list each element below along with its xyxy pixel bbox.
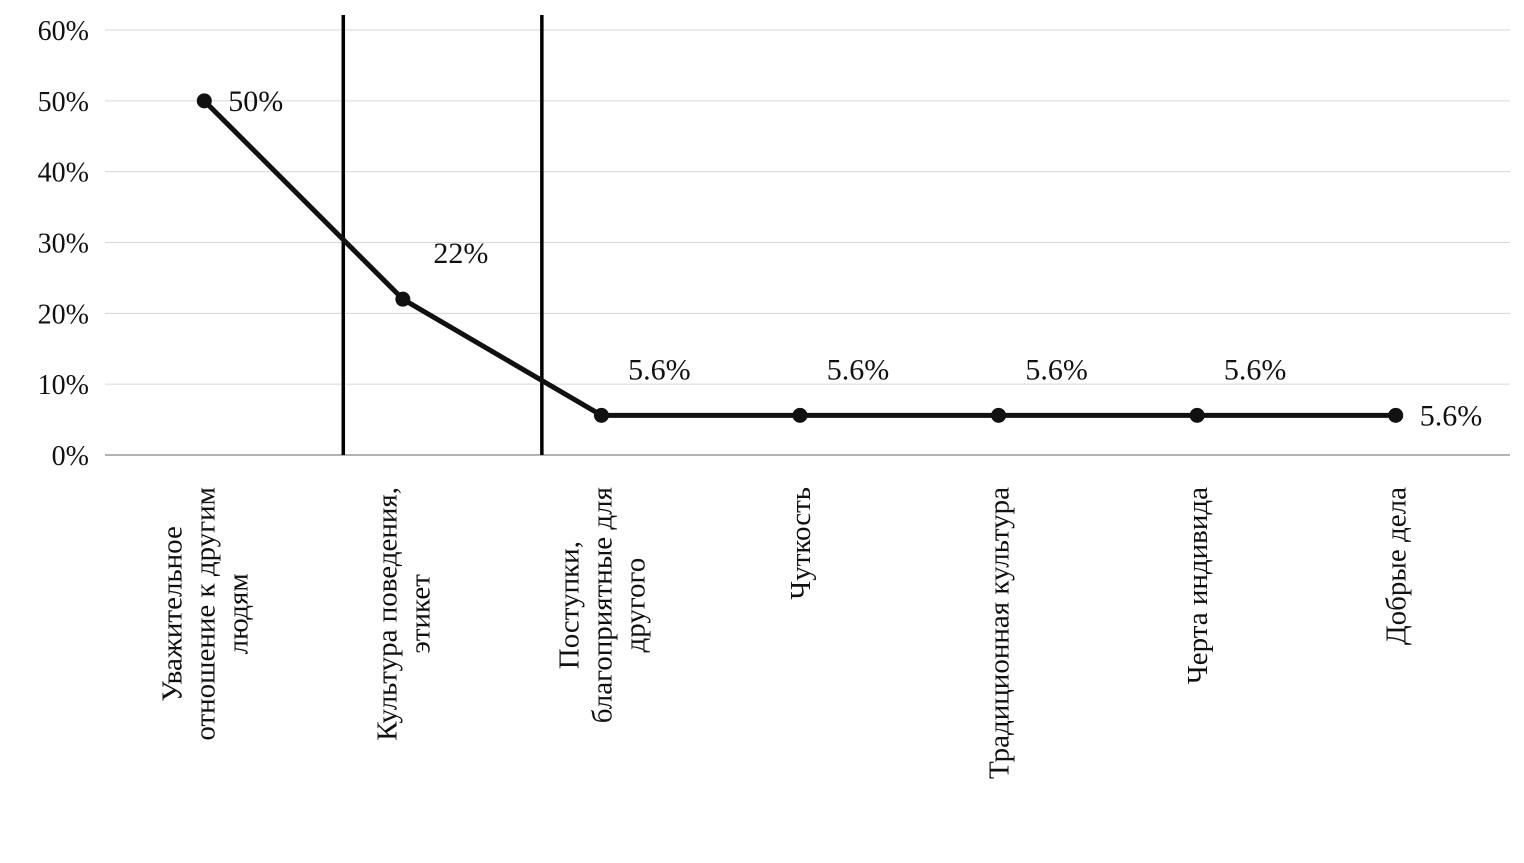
svg-text:Культура поведения,этикет: Культура поведения,этикет [371, 487, 436, 741]
data-point [196, 93, 212, 109]
y-tick-label: 40% [38, 158, 89, 189]
x-category-label: Культура поведения,этикет [371, 487, 436, 741]
y-tick-label: 30% [38, 229, 89, 260]
x-category-label: Поступки,благоприятные длядругого [553, 487, 651, 723]
series-line [201, 98, 1399, 418]
data-point-label: 5.6% [1025, 353, 1088, 386]
data-point [991, 407, 1007, 423]
x-category-label: Чуткость [785, 487, 817, 600]
data-point-label: 50% [228, 85, 283, 118]
data-point-label: 22% [433, 237, 488, 270]
data-point [395, 291, 411, 307]
svg-text:Чуткость: Чуткость [785, 487, 817, 600]
data-point [1189, 407, 1205, 423]
svg-text:Поступки,благоприятные длядруг: Поступки,благоприятные длядругого [553, 487, 651, 723]
svg-text:Черта индивида: Черта индивида [1182, 487, 1214, 684]
y-tick-label: 20% [38, 299, 89, 330]
data-point [1388, 407, 1404, 423]
x-category-label: Добрые дела [1381, 487, 1413, 645]
data-point-label: 5.6% [1420, 399, 1483, 432]
y-tick-label: 50% [38, 87, 89, 118]
svg-text:Добрые дела: Добрые дела [1381, 487, 1413, 645]
x-category-label: Традиционная культура [984, 487, 1016, 779]
y-tick-label: 60% [38, 16, 89, 47]
x-category-label: Уважительноеотношение к другимлюдям [156, 487, 254, 741]
svg-text:Традиционная культура: Традиционная культура [984, 487, 1016, 779]
x-category-label: Черта индивида [1182, 487, 1214, 684]
y-tick-label: 0% [52, 441, 89, 472]
svg-text:Уважительноеотношение к другим: Уважительноеотношение к другимлюдям [156, 487, 254, 741]
data-point-label: 5.6% [628, 353, 691, 386]
data-point-label: 5.6% [1224, 353, 1287, 386]
data-point [792, 407, 808, 423]
y-tick-label: 10% [38, 370, 89, 401]
data-point-label: 5.6% [827, 353, 890, 386]
data-point [593, 407, 609, 423]
